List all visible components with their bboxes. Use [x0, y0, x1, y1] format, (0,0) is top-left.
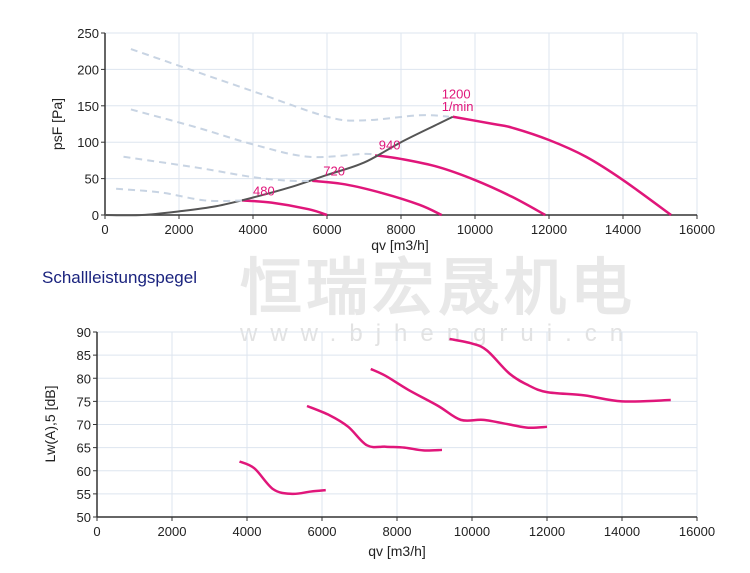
series-curve-line	[370, 367, 548, 430]
y-tick-label: 90	[77, 325, 91, 340]
y-tick-label: 80	[77, 371, 91, 386]
series-curve-line	[374, 154, 546, 217]
speed-label: 480	[253, 183, 275, 198]
x-tick-label: 2000	[165, 222, 194, 237]
x-tick-label: 16000	[679, 524, 715, 539]
series-curve-line	[238, 460, 326, 496]
x-tick-label: 12000	[531, 222, 567, 237]
x-axis-label: qv [m3/h]	[371, 237, 429, 253]
series-dashed-line	[130, 48, 450, 122]
x-tick-label: 14000	[604, 524, 640, 539]
x-tick-label: 6000	[308, 524, 337, 539]
x-tick-label: 4000	[239, 222, 268, 237]
watermark-url: www.bjhengrui.cn	[240, 320, 637, 347]
y-tick-label: 85	[77, 348, 91, 363]
speed-label: 940	[379, 137, 401, 152]
speed-label: 720	[323, 164, 345, 179]
x-tick-label: 10000	[454, 524, 490, 539]
series-curve-line	[449, 337, 671, 403]
series-system-line	[104, 115, 454, 217]
y-tick-label: 200	[77, 62, 99, 77]
series-dashed-line	[130, 108, 376, 159]
series-dashed-line	[123, 155, 313, 183]
series-curve-line	[452, 115, 672, 217]
series-curve-line	[312, 179, 443, 217]
y-tick-label: 60	[77, 464, 91, 479]
x-tick-label: 0	[93, 524, 100, 539]
x-tick-label: 6000	[313, 222, 342, 237]
speed-label: 1/min	[442, 99, 474, 114]
x-tick-label: 8000	[383, 524, 412, 539]
series-curve-line	[241, 199, 328, 217]
y-tick-label: 100	[77, 135, 99, 150]
y-tick-label: 0	[92, 208, 99, 223]
series-curve-line	[306, 404, 443, 452]
x-tick-label: 4000	[233, 524, 262, 539]
x-axis-label: qv [m3/h]	[368, 543, 426, 559]
y-tick-label: 50	[85, 172, 99, 187]
chart-2: 0 2000 4000 6000 8000 10000 12000 14000 16000 50 5…	[42, 325, 715, 559]
section-title: Schallleistungspegel	[42, 268, 197, 287]
y-tick-label: 150	[77, 99, 99, 114]
y-axis-label: Lw(A),5 [dB]	[42, 385, 58, 462]
y-tick-label: 250	[77, 26, 99, 41]
y-tick-label: 75	[77, 394, 91, 409]
x-tick-label: 10000	[457, 222, 493, 237]
chart-1: 0 2000 4000 6000 8000 10000 12000 14000 16000 0 50…	[49, 26, 715, 253]
x-tick-label: 2000	[158, 524, 187, 539]
x-tick-label: 0	[101, 222, 108, 237]
x-tick-label: 14000	[605, 222, 641, 237]
y-tick-label: 65	[77, 441, 91, 456]
speed-label: 1200	[442, 87, 471, 102]
y-tick-label: 70	[77, 418, 91, 433]
y-tick-label: 50	[77, 510, 91, 525]
x-tick-label: 16000	[679, 222, 715, 237]
series-dashed-line	[116, 187, 242, 203]
y-axis-label: psF [Pa]	[49, 98, 65, 150]
x-tick-label: 12000	[529, 524, 565, 539]
y-tick-label: 55	[77, 487, 91, 502]
x-tick-label: 8000	[387, 222, 416, 237]
watermark-cn: 恒瑞宏晟机电	[240, 254, 637, 323]
